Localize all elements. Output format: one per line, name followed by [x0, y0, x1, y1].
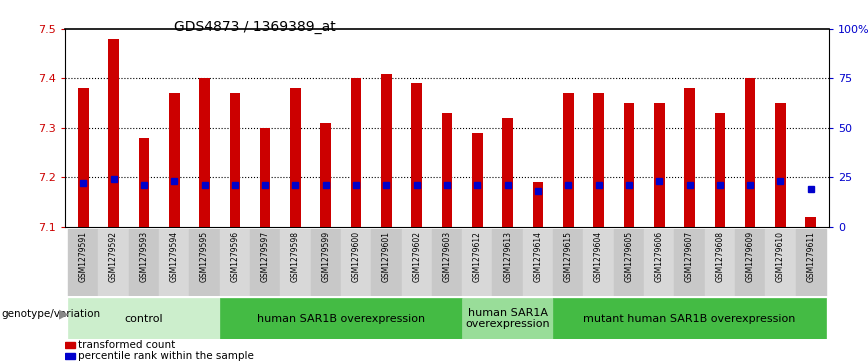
Bar	[705, 229, 735, 296]
Bar	[402, 229, 432, 296]
Bar	[139, 138, 149, 227]
Bar	[260, 128, 271, 227]
Bar	[553, 229, 583, 296]
Text: genotype/variation: genotype/variation	[2, 309, 101, 319]
Bar	[654, 103, 665, 227]
Text: mutant human SAR1B overexpression: mutant human SAR1B overexpression	[583, 314, 796, 323]
Text: percentile rank within the sample: percentile rank within the sample	[78, 351, 254, 361]
Text: GSM1279598: GSM1279598	[291, 231, 300, 282]
Bar	[108, 39, 119, 227]
Bar	[68, 298, 220, 339]
Text: transformed count: transformed count	[78, 340, 175, 350]
Text: GSM1279605: GSM1279605	[624, 231, 634, 282]
Bar	[220, 229, 250, 296]
Text: GSM1279594: GSM1279594	[170, 231, 179, 282]
Bar	[220, 298, 462, 339]
Text: GSM1279592: GSM1279592	[109, 231, 118, 282]
Bar	[766, 229, 796, 296]
Bar	[623, 103, 635, 227]
Text: GSM1279613: GSM1279613	[503, 231, 512, 282]
Bar	[614, 229, 644, 296]
Bar	[381, 74, 391, 227]
Text: GSM1279599: GSM1279599	[321, 231, 331, 282]
Text: GSM1279612: GSM1279612	[473, 231, 482, 282]
Bar	[159, 229, 189, 296]
Bar	[583, 229, 614, 296]
Bar	[674, 229, 705, 296]
Bar	[65, 353, 75, 359]
Text: GSM1279610: GSM1279610	[776, 231, 785, 282]
Bar	[492, 229, 523, 296]
Bar	[341, 229, 372, 296]
Bar	[250, 229, 280, 296]
Text: GSM1279614: GSM1279614	[534, 231, 542, 282]
Text: GSM1279608: GSM1279608	[715, 231, 724, 282]
Text: control: control	[125, 314, 163, 323]
Bar	[442, 113, 452, 227]
Bar	[462, 229, 492, 296]
Text: GSM1279607: GSM1279607	[685, 231, 694, 282]
Bar	[775, 103, 786, 227]
Bar	[68, 229, 98, 296]
Bar	[432, 229, 462, 296]
Text: ▶: ▶	[59, 307, 69, 321]
Text: GDS4873 / 1369389_at: GDS4873 / 1369389_at	[174, 20, 335, 34]
Text: GSM1279602: GSM1279602	[412, 231, 421, 282]
Bar	[98, 229, 128, 296]
Text: GSM1279596: GSM1279596	[230, 231, 240, 282]
Text: GSM1279615: GSM1279615	[563, 231, 573, 282]
Bar	[229, 93, 240, 227]
Bar	[290, 88, 301, 227]
Bar	[806, 217, 816, 227]
Text: GSM1279597: GSM1279597	[260, 231, 270, 282]
Bar	[553, 298, 826, 339]
Text: GSM1279609: GSM1279609	[746, 231, 754, 282]
Text: GSM1279591: GSM1279591	[79, 231, 88, 282]
Bar	[411, 83, 422, 227]
Text: GSM1279611: GSM1279611	[806, 231, 815, 282]
Bar	[351, 78, 361, 227]
Bar	[593, 93, 604, 227]
Text: GSM1279600: GSM1279600	[352, 231, 360, 282]
Bar	[745, 78, 755, 227]
Text: GSM1279606: GSM1279606	[654, 231, 664, 282]
Text: human SAR1A
overexpression: human SAR1A overexpression	[465, 308, 550, 329]
Bar	[714, 113, 725, 227]
Bar	[796, 229, 826, 296]
Text: GSM1279595: GSM1279595	[200, 231, 209, 282]
Text: GSM1279603: GSM1279603	[443, 231, 451, 282]
Text: GSM1279604: GSM1279604	[594, 231, 603, 282]
Bar	[128, 229, 159, 296]
Bar	[311, 229, 341, 296]
Bar	[472, 133, 483, 227]
Text: human SAR1B overexpression: human SAR1B overexpression	[257, 314, 425, 323]
Bar	[78, 88, 89, 227]
Bar	[735, 229, 766, 296]
Bar	[200, 78, 210, 227]
Bar	[65, 342, 75, 348]
Bar	[644, 229, 674, 296]
Text: GSM1279593: GSM1279593	[140, 231, 148, 282]
Bar	[503, 118, 513, 227]
Bar	[462, 298, 553, 339]
Bar	[563, 93, 574, 227]
Text: GSM1279601: GSM1279601	[382, 231, 391, 282]
Bar	[280, 229, 311, 296]
Bar	[372, 229, 402, 296]
Bar	[320, 123, 331, 227]
Bar	[523, 229, 553, 296]
Bar	[684, 88, 694, 227]
Bar	[169, 93, 180, 227]
Bar	[189, 229, 220, 296]
Bar	[533, 182, 543, 227]
